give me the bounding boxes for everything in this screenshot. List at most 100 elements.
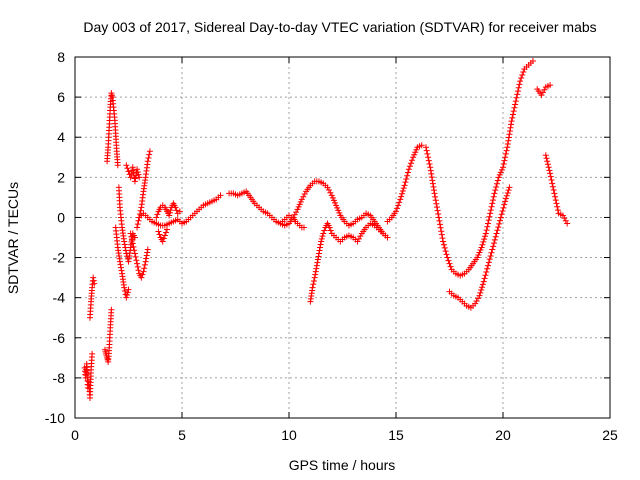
data-point xyxy=(515,84,522,91)
data-point xyxy=(431,190,438,197)
data-point xyxy=(402,179,409,186)
data-point xyxy=(296,201,303,208)
data-point xyxy=(541,86,548,93)
data-point xyxy=(548,177,555,184)
x-tick-label: 20 xyxy=(495,427,511,443)
data-point xyxy=(140,268,147,275)
data-point xyxy=(472,300,479,307)
data-point xyxy=(436,217,443,224)
data-point xyxy=(401,182,408,189)
data-point xyxy=(495,174,502,181)
data-point xyxy=(406,163,413,170)
data-point xyxy=(497,214,504,221)
data-point xyxy=(309,284,316,291)
data-point xyxy=(478,287,485,294)
data-point xyxy=(134,168,141,175)
data-point xyxy=(91,280,98,287)
data-point xyxy=(315,250,322,257)
data-point xyxy=(318,238,325,245)
data-point xyxy=(505,187,512,194)
data-point xyxy=(325,187,332,194)
data-point xyxy=(483,227,490,234)
data-point xyxy=(520,69,527,76)
data-point xyxy=(131,247,138,254)
data-point xyxy=(447,263,454,270)
data-point xyxy=(404,172,411,179)
x-tick-label: 25 xyxy=(602,427,618,443)
data-point xyxy=(508,118,515,125)
data-point xyxy=(495,224,502,231)
data-point xyxy=(136,174,143,181)
data-point xyxy=(497,217,504,224)
data-point xyxy=(425,154,432,161)
data-point xyxy=(426,160,433,167)
data-point xyxy=(502,198,509,205)
data-point xyxy=(313,265,320,272)
data-point xyxy=(503,147,510,154)
data-point xyxy=(490,243,497,250)
data-point xyxy=(424,150,431,157)
chart-title: Day 003 of 2017, Sidereal Day-to-day VTE… xyxy=(83,19,596,35)
data-point xyxy=(166,212,173,219)
data-point xyxy=(132,253,139,260)
data-point xyxy=(529,58,536,65)
data-point xyxy=(428,170,435,177)
data-point xyxy=(131,178,138,185)
y-tick-label: -6 xyxy=(53,330,66,346)
data-point xyxy=(293,209,300,216)
data-point xyxy=(512,98,519,105)
data-point xyxy=(404,169,411,176)
data-point xyxy=(442,248,449,255)
data-point xyxy=(480,278,487,285)
data-point xyxy=(335,207,342,214)
data-point xyxy=(477,247,484,254)
data-point xyxy=(546,167,553,174)
data-point xyxy=(145,154,152,161)
data-point xyxy=(160,235,167,242)
data-point xyxy=(429,177,436,184)
data-point xyxy=(324,184,331,191)
data-point xyxy=(437,221,444,228)
y-tick-label: 0 xyxy=(57,209,65,225)
data-point xyxy=(314,259,321,266)
y-tick-labels: -10 -8 -6 -4 -2 0 2 4 6 8 xyxy=(45,49,65,426)
data-point xyxy=(394,205,401,212)
data-point xyxy=(127,230,134,237)
data-point xyxy=(517,78,524,85)
y-tick-label: 2 xyxy=(57,169,65,185)
data-point xyxy=(437,224,444,231)
data-point xyxy=(154,211,161,218)
data-point xyxy=(485,262,492,269)
data-point xyxy=(494,177,501,184)
data-point xyxy=(516,81,523,88)
data-point xyxy=(217,192,224,199)
data-point xyxy=(482,230,489,237)
data-point xyxy=(552,197,559,204)
data-point xyxy=(320,230,327,237)
data-point xyxy=(131,234,138,241)
series-seg1 xyxy=(81,350,96,401)
data-point xyxy=(142,258,149,265)
data-point xyxy=(476,249,483,256)
series-seg14 xyxy=(279,212,307,231)
data-point xyxy=(438,228,445,235)
data-point xyxy=(513,94,520,101)
data-point xyxy=(108,306,115,313)
data-point xyxy=(503,192,510,199)
data-point xyxy=(141,265,148,272)
data-point xyxy=(496,171,503,178)
series-seg7 xyxy=(123,162,143,185)
series-seg3 xyxy=(101,306,115,365)
data-point xyxy=(559,212,566,219)
data-point xyxy=(432,193,439,200)
data-point xyxy=(311,274,318,281)
data-point xyxy=(518,75,525,82)
data-point xyxy=(478,244,485,251)
data-point xyxy=(493,183,500,190)
data-point xyxy=(139,271,146,278)
series-seg10 xyxy=(136,192,224,229)
data-point xyxy=(506,184,513,191)
data-point xyxy=(491,190,498,197)
series-seg11 xyxy=(153,200,183,221)
data-point xyxy=(398,190,405,197)
